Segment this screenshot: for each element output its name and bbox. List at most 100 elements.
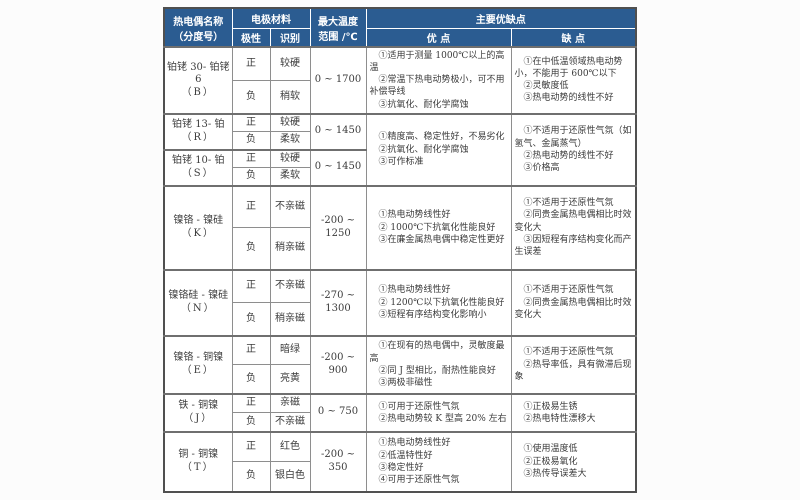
disadvantages-cell: ①使用温度低 ②正极易氧化 ③热传导误差大 xyxy=(510,430,637,493)
thermocouple-name-cell: 铁 - 铜镍 （J） xyxy=(163,392,233,433)
list-item: ③因短程有序结构变化而产生误差 xyxy=(514,234,632,257)
temp-range-cell: 0 ~ 1450 xyxy=(309,148,367,187)
row-R-positive: 铂铑 13- 铂 （R） 正 较硬 0 ~ 1450 ①精度高、稳定性好，不易劣… xyxy=(163,112,637,187)
advantages-cell: ①热电动势线性好 ② 1200℃以下抗氧化性能良好 ③短程有序结构变化影响小 xyxy=(365,268,512,337)
identification-cell: 柔软 xyxy=(269,131,311,151)
disadvantages-cell: ①不适用于还原性气氛 ②热导率低，具有微滞后现象 xyxy=(510,334,637,395)
identification-cell: 柔软 xyxy=(269,167,311,187)
advantages-cell: ①可用于还原性气氛 ②热电动势较 K 型高 20% 左右 xyxy=(365,392,512,433)
list-item: ②热电动势较 K 型高 20% 左右 xyxy=(378,413,507,424)
list-item: ①不适用于还原性气氛 xyxy=(523,347,614,358)
thermocouple-name-cell: 镍铬硅 - 镍硅 （N） xyxy=(163,268,233,337)
header-name-line1: 热电偶名称 xyxy=(173,16,224,28)
thermocouple-name: 铂铑 10- 铂 xyxy=(172,155,225,167)
thermocouple-name: 镍铬 - 镍硅 xyxy=(173,215,224,227)
header-disadvantages: 缺 点 xyxy=(510,27,637,48)
temp-range-cell: -200 ~ 350 xyxy=(309,430,367,493)
header-electrode-material: 电极材料 xyxy=(231,7,311,29)
row-J-negative: 负 不亲磁 xyxy=(164,412,636,433)
polarity-cell: 正 xyxy=(231,148,271,169)
identification-cell: 红色 xyxy=(269,430,311,463)
header-row-2: 极性 识别 优 点 缺 点 xyxy=(164,27,637,48)
thermocouple-name-cell: 铂铑 30- 铂铑 6 （B） xyxy=(163,46,233,115)
row-E-positive: 镍铬 - 铜镍 （E） 正 暗绿 -200 ~ 900 ①在现有的热电偶中，灵敏… xyxy=(163,334,637,395)
temp-range-cell: -200 ~ 900 xyxy=(309,334,367,395)
list-item: ②热电特性漂移大 xyxy=(523,413,596,424)
polarity-cell: 正 xyxy=(231,430,271,463)
thermocouple-name: 镍铬 - 铜镍 xyxy=(173,352,224,364)
thermocouple-table: 热电偶名称 （分度号） 电极材料 最大温度 范围 /℃ 主要优缺点 极性 识别 … xyxy=(163,7,637,493)
header-polarity: 极性 xyxy=(231,27,271,48)
polarity-cell: 负 xyxy=(231,131,271,151)
temp-range-cell: 0 ~ 1450 xyxy=(309,112,367,151)
thermocouple-code: （E） xyxy=(181,364,215,376)
thermocouple-name: 镍铬硅 - 镍硅 xyxy=(168,290,229,302)
thermocouple-code: （R） xyxy=(181,131,216,143)
list-item: ②热导率低，具有微滞后现象 xyxy=(514,359,632,382)
list-item: ②抗氧化、耐化学腐蚀 xyxy=(378,144,469,155)
header-max-temp-line1: 最大温度 xyxy=(318,16,358,28)
row-E-negative: 负 亮黄 xyxy=(164,364,636,395)
thermocouple-name: 铜 - 铜镍 xyxy=(178,449,219,461)
thermocouple-name-cell: 铜 - 铜镍 （T） xyxy=(163,430,233,493)
identification-cell: 暗绿 xyxy=(269,334,311,366)
polarity-cell: 负 xyxy=(231,167,271,187)
list-item: ③抗氧化、耐化学腐蚀 xyxy=(378,99,469,110)
thermocouple-name-cell: 镍铬 - 铜镍 （E） xyxy=(163,334,233,395)
list-item: ②正极易氧化 xyxy=(523,456,578,467)
list-item: ①在现有的热电偶中，灵敏度最高 xyxy=(369,341,505,364)
list-item: ①热电动势线性好 xyxy=(378,210,451,221)
polarity-cell: 正 xyxy=(231,334,271,366)
advantages-cell: ①适用于测量 1000℃以上的高温 ②常温下热电动势极小，可不用补偿导线 ③抗氧化、… xyxy=(365,46,512,115)
temp-range-cell: 0 ~ 750 xyxy=(309,392,367,433)
header-max-temp-range: 最大温度 范围 /℃ xyxy=(309,7,367,48)
list-item: ④可用于还原性气氛 xyxy=(378,474,460,485)
list-item: ② 1200℃以下抗氧化性能良好 xyxy=(378,297,505,308)
list-item: ②热电动势的线性不好 xyxy=(523,150,614,161)
identification-cell: 稍亲磁 xyxy=(269,302,311,337)
row-N-negative: 负 稍亲磁 xyxy=(164,302,636,337)
polarity-cell: 正 xyxy=(231,45,271,81)
advantages-cell: ①热电动势线性好 ② 1000℃下抗氧化性能良好 ③在廉金属热电偶中稳定性更好 xyxy=(365,184,512,271)
list-item: ①热电动势线性好 xyxy=(378,438,451,449)
identification-cell: 不亲磁 xyxy=(269,268,311,304)
thermocouple-name: 铂铑 13- 铂 xyxy=(172,119,225,131)
header-max-temp-line2: 范围 /℃ xyxy=(318,31,358,43)
identification-cell: 稍软 xyxy=(269,79,311,115)
polarity-cell: 负 xyxy=(231,461,271,493)
list-item: ③稳定性好 xyxy=(378,462,424,473)
list-item: ①可用于还原性气氛 xyxy=(378,401,460,412)
list-item: ②同贵金属热电偶相比时效变化大 xyxy=(514,297,632,320)
disadvantages-cell: ①不适用于还原性气氛（如氢气、金属蒸气） ②热电动势的线性不好 ③价格高 xyxy=(510,112,637,187)
thermocouple-code: （J） xyxy=(183,412,214,424)
thermocouple-name: 铂铑 30- 铂铑 6 xyxy=(167,61,230,86)
thermocouple-name-cell: 铂铑 10- 铂 （S） xyxy=(163,148,233,187)
header-identification: 识别 xyxy=(269,27,311,48)
row-B-positive: 铂铑 30- 铂铑 6 （B） 正 较硬 0 ~ 1700 ①适用于测量 100… xyxy=(163,45,637,115)
thermocouple-code: （T） xyxy=(181,461,215,473)
list-item: ②同 J 型相比，耐热性能良好 xyxy=(378,365,496,376)
advantages-cell: ①热电动势线性好 ②低温特性好 ③稳定性好 ④可用于还原性气氛 xyxy=(365,430,512,493)
identification-cell: 稍亲磁 xyxy=(269,227,311,271)
list-item: ①使用温度低 xyxy=(523,444,578,455)
polarity-cell: 负 xyxy=(231,227,271,271)
list-item: ①精度高、稳定性好，不易劣化 xyxy=(378,132,505,143)
row-J-positive: 铁 - 铜镍 （J） 正 亲磁 0 ~ 750 ①可用于还原性气氛 ②热电动势较 … xyxy=(163,392,637,433)
list-item: ③短程有序结构变化影响小 xyxy=(378,309,487,320)
list-item: ①热电动势线性好 xyxy=(378,285,451,296)
header-name-line2: （分度号） xyxy=(173,31,224,43)
temp-range-cell: -270 ~ 1300 xyxy=(309,268,367,337)
thermocouple-code: （N） xyxy=(180,302,216,314)
row-K-positive: 镍铬 - 镍硅 （K） 正 不亲磁 -200 ~ 1250 ①热电动势线性好 ② … xyxy=(163,184,637,271)
list-item: ② 1000℃下抗氧化性能良好 xyxy=(378,222,496,233)
polarity-cell: 正 xyxy=(231,112,271,133)
header-pros-cons: 主要优缺点 xyxy=(365,7,637,29)
identification-cell: 较硬 xyxy=(269,112,311,133)
disadvantages-cell: ①不适用于还原性气氛 ②同贵金属热电偶相比时效变化大 xyxy=(510,268,637,337)
list-item: ③在廉金属热电偶中稳定性更好 xyxy=(378,234,505,245)
advantages-cell: ①在现有的热电偶中，灵敏度最高 ②同 J 型相比，耐热性能良好 ③两极非磁性 xyxy=(365,334,512,395)
disadvantages-cell: ①不适用于还原性气氛 ②同贵金属热电偶相比时效变化大 ③因短程有序结构变化而产生误差 xyxy=(510,184,637,271)
row-T-negative: 负 银白色 xyxy=(164,461,636,493)
identification-cell: 不亲磁 xyxy=(269,412,311,433)
